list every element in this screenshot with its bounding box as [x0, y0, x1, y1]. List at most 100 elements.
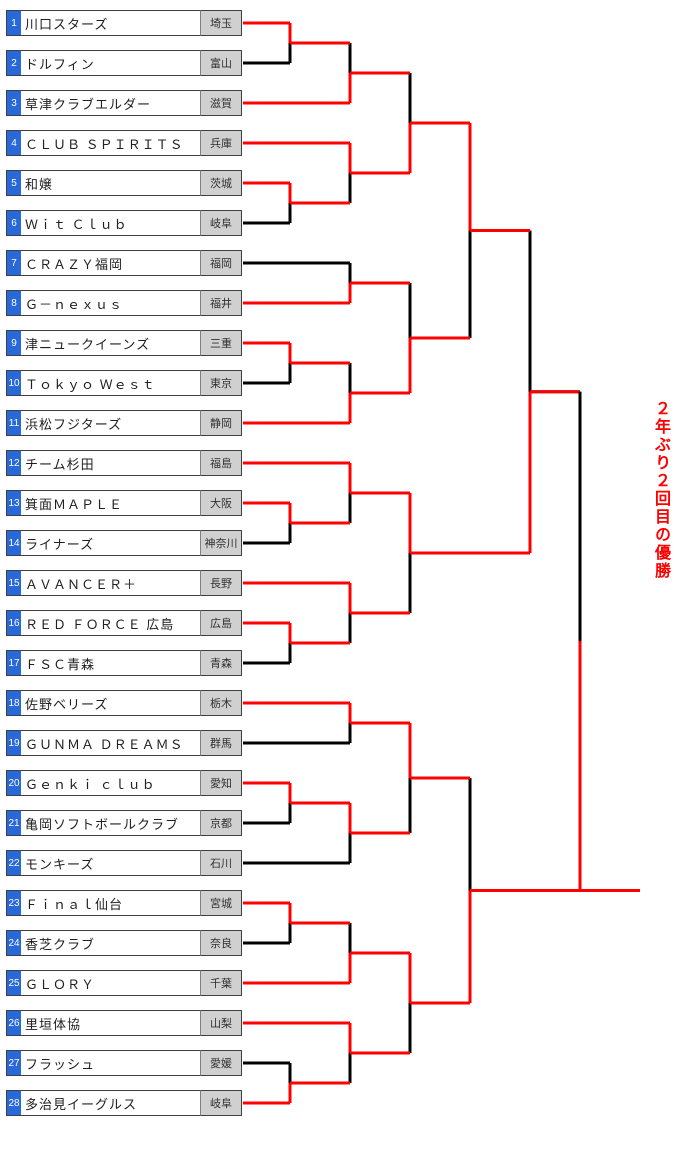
team-row: 18佐野ベリーズ栃木: [6, 690, 242, 716]
champion-label: ２年ぶり２回目の優勝: [648, 400, 672, 580]
team-name: 草津クラブエルダー: [21, 90, 200, 116]
team-name: チーム杉田: [21, 450, 200, 476]
prefecture: 東京: [200, 370, 242, 396]
tournament-bracket: 1川口スターズ埼玉2ドルフィン富山3草津クラブエルダー滋賀4ＣＬＵＢ ＳＰＩＲＩ…: [0, 0, 700, 1152]
prefecture: 兵庫: [200, 130, 242, 156]
prefecture: 栃木: [200, 690, 242, 716]
prefecture: 千葉: [200, 970, 242, 996]
team-name: 箕面ＭＡＰＬＥ: [21, 490, 200, 516]
team-row: 6Ｗｉｔ Ｃｌｕｂ岐阜: [6, 210, 242, 236]
team-row: 2ドルフィン富山: [6, 50, 242, 76]
team-row: 20Ｇｅｎｋｉ ｃｌｕｂ愛知: [6, 770, 242, 796]
prefecture: 静岡: [200, 410, 242, 436]
prefecture: 神奈川: [200, 530, 242, 556]
seed-number: 16: [6, 610, 21, 636]
team-name: ＦＳＣ青森: [21, 650, 200, 676]
prefecture: 三重: [200, 330, 242, 356]
seed-number: 18: [6, 690, 21, 716]
seed-number: 13: [6, 490, 21, 516]
seed-number: 3: [6, 90, 21, 116]
team-row: 3草津クラブエルダー滋賀: [6, 90, 242, 116]
team-row: 12チーム杉田福島: [6, 450, 242, 476]
team-row: 8Ｇ－ｎｅｘｕｓ福井: [6, 290, 242, 316]
prefecture: 愛媛: [200, 1050, 242, 1076]
seed-number: 2: [6, 50, 21, 76]
team-name: ＧＵＮＭＡ ＤＲＥＡＭＳ: [21, 730, 200, 756]
seed-number: 6: [6, 210, 21, 236]
team-row: 13箕面ＭＡＰＬＥ大阪: [6, 490, 242, 516]
team-name: Ｇ－ｎｅｘｕｓ: [21, 290, 200, 316]
team-name: ＧＬＯＲＹ: [21, 970, 200, 996]
team-row: 7ＣＲＡＺＹ福岡福岡: [6, 250, 242, 276]
seed-number: 10: [6, 370, 21, 396]
team-row: 9津ニュークイーンズ三重: [6, 330, 242, 356]
team-row: 22モンキーズ石川: [6, 850, 242, 876]
team-row: 23Ｆｉｎａｌ仙台宮城: [6, 890, 242, 916]
seed-number: 19: [6, 730, 21, 756]
team-name: ＣＬＵＢ ＳＰＩＲＩＴＳ: [21, 130, 200, 156]
team-row: 17ＦＳＣ青森青森: [6, 650, 242, 676]
team-name: ＣＲＡＺＹ福岡: [21, 250, 200, 276]
seed-number: 24: [6, 930, 21, 956]
prefecture: 群馬: [200, 730, 242, 756]
team-name: 川口スターズ: [21, 10, 200, 36]
prefecture: 富山: [200, 50, 242, 76]
seed-number: 4: [6, 130, 21, 156]
team-row: 14ライナーズ神奈川: [6, 530, 242, 556]
seed-number: 15: [6, 570, 21, 596]
team-name: ＲＥＤ ＦＯＲＣＥ 広島: [21, 610, 200, 636]
seed-number: 26: [6, 1010, 21, 1036]
team-row: 15ＡＶＡＮＣＥＲ＋長野: [6, 570, 242, 596]
prefecture: 京都: [200, 810, 242, 836]
team-name: Ｇｅｎｋｉ ｃｌｕｂ: [21, 770, 200, 796]
team-name: モンキーズ: [21, 850, 200, 876]
prefecture: 岐阜: [200, 210, 242, 236]
team-name: 和嬢: [21, 170, 200, 196]
seed-number: 12: [6, 450, 21, 476]
team-name: 里垣体協: [21, 1010, 200, 1036]
team-name: Ｆｉｎａｌ仙台: [21, 890, 200, 916]
seed-number: 25: [6, 970, 21, 996]
seed-number: 27: [6, 1050, 21, 1076]
seed-number: 11: [6, 410, 21, 436]
team-row: 28多治見イーグルス岐阜: [6, 1090, 242, 1116]
seed-number: 22: [6, 850, 21, 876]
prefecture: 茨城: [200, 170, 242, 196]
team-row: 27フラッシュ愛媛: [6, 1050, 242, 1076]
seed-number: 14: [6, 530, 21, 556]
prefecture: 宮城: [200, 890, 242, 916]
seed-number: 8: [6, 290, 21, 316]
team-row: 4ＣＬＵＢ ＳＰＩＲＩＴＳ兵庫: [6, 130, 242, 156]
team-name: 津ニュークイーンズ: [21, 330, 200, 356]
prefecture: 山梨: [200, 1010, 242, 1036]
team-row: 26里垣体協山梨: [6, 1010, 242, 1036]
prefecture: 岐阜: [200, 1090, 242, 1116]
team-row: 21亀岡ソフトボールクラブ京都: [6, 810, 242, 836]
team-name: 多治見イーグルス: [21, 1090, 200, 1116]
team-row: 25ＧＬＯＲＹ千葉: [6, 970, 242, 996]
seed-number: 7: [6, 250, 21, 276]
team-row: 11浜松フジターズ静岡: [6, 410, 242, 436]
prefecture: 福岡: [200, 250, 242, 276]
prefecture: 埼玉: [200, 10, 242, 36]
seed-number: 20: [6, 770, 21, 796]
prefecture: 福井: [200, 290, 242, 316]
team-name: Ｔｏｋｙｏ Ｗｅｓｔ: [21, 370, 200, 396]
team-name: ドルフィン: [21, 50, 200, 76]
seed-number: 5: [6, 170, 21, 196]
prefecture: 石川: [200, 850, 242, 876]
prefecture: 広島: [200, 610, 242, 636]
team-row: 19ＧＵＮＭＡ ＤＲＥＡＭＳ群馬: [6, 730, 242, 756]
seed-number: 17: [6, 650, 21, 676]
team-name: 佐野ベリーズ: [21, 690, 200, 716]
seed-number: 28: [6, 1090, 21, 1116]
prefecture: 滋賀: [200, 90, 242, 116]
team-name: 香芝クラブ: [21, 930, 200, 956]
seed-number: 21: [6, 810, 21, 836]
team-name: Ｗｉｔ Ｃｌｕｂ: [21, 210, 200, 236]
team-name: 浜松フジターズ: [21, 410, 200, 436]
team-row: 10Ｔｏｋｙｏ Ｗｅｓｔ東京: [6, 370, 242, 396]
prefecture: 長野: [200, 570, 242, 596]
team-name: ＡＶＡＮＣＥＲ＋: [21, 570, 200, 596]
prefecture: 大阪: [200, 490, 242, 516]
